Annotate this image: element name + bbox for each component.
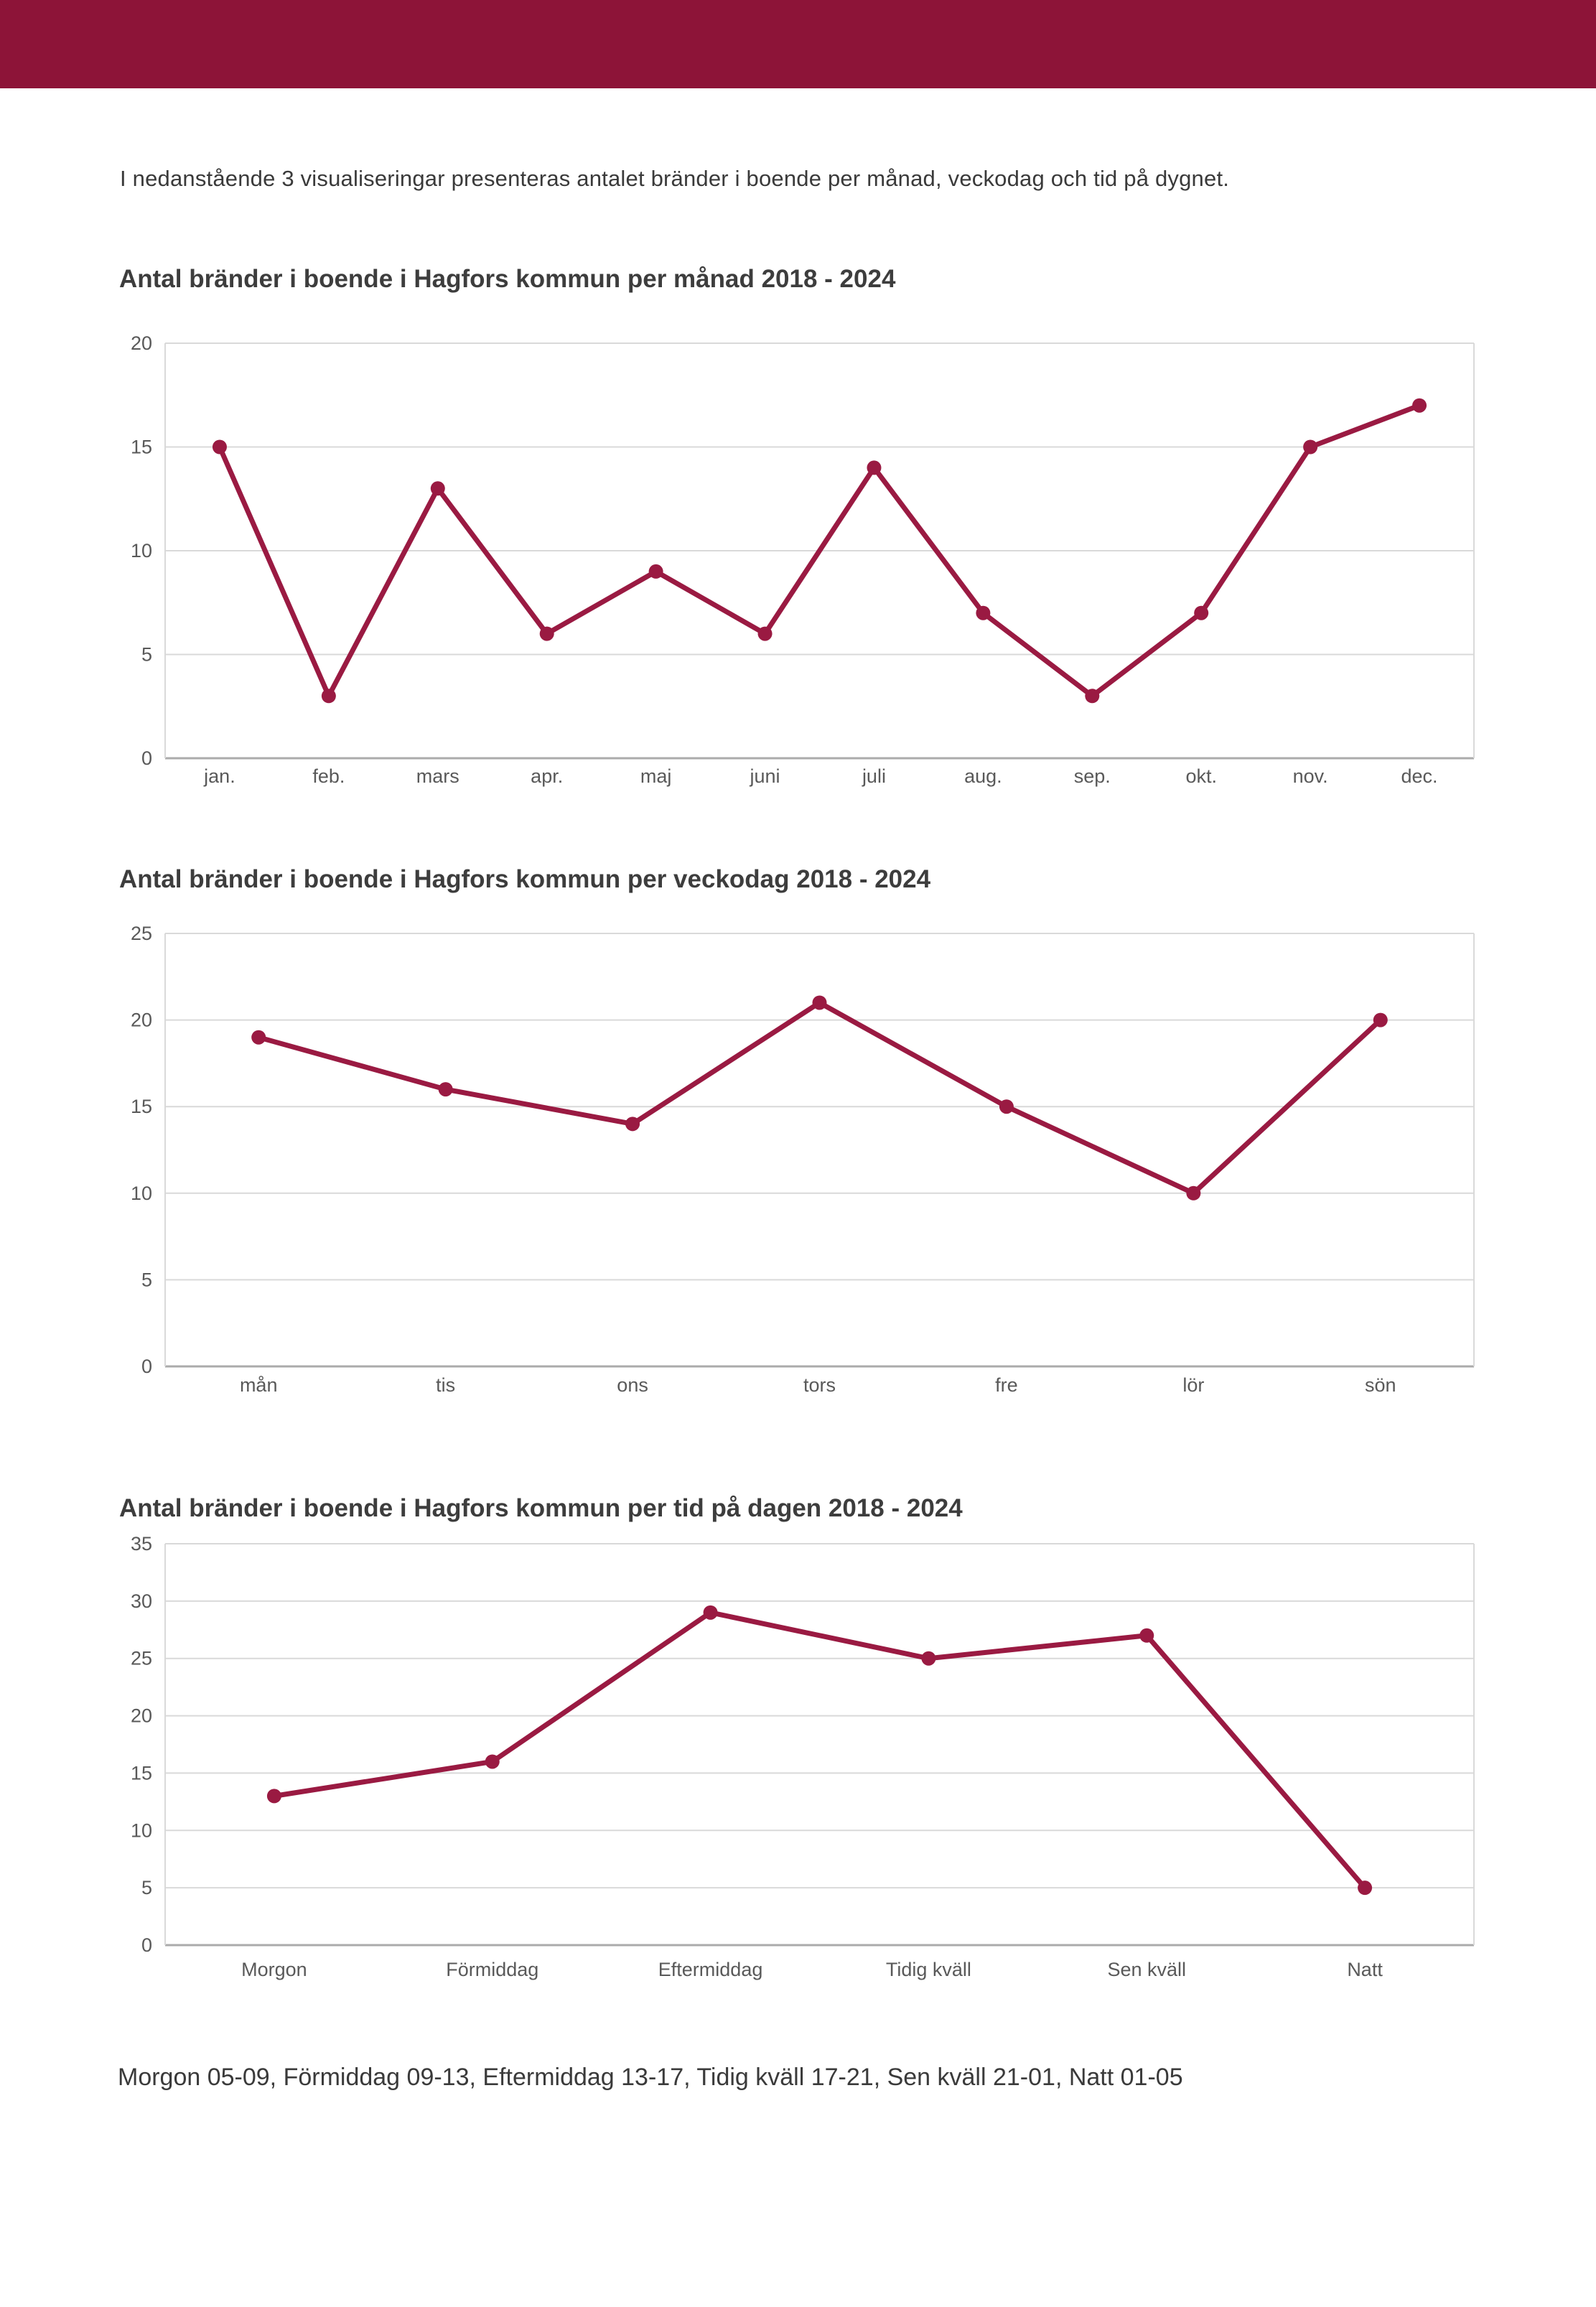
x-category-label: juli [862, 765, 886, 787]
y-tick-label: 35 [131, 1533, 152, 1555]
data-point-marker [1186, 1185, 1201, 1201]
x-category-label: Förmiddag [446, 1959, 538, 1980]
x-category-label: fre [995, 1374, 1018, 1396]
series-line [256, 999, 1383, 1196]
data-point-marker [266, 1789, 281, 1804]
x-category-label: Natt [1347, 1959, 1383, 1980]
y-tick-label: 0 [141, 1356, 152, 1377]
x-category-label: jan. [203, 765, 235, 787]
line-chart-per-veckodag: 0 5 10 15 20 25 mån tis ons tors fre lör sön [131, 923, 1475, 1396]
y-tick-label: 10 [131, 540, 152, 561]
intro-text: I nedanstående 3 visualiseringar present… [120, 166, 1230, 191]
y-tick-label: 10 [131, 1183, 152, 1204]
data-point-marker [757, 626, 773, 641]
x-category-label: okt. [1185, 765, 1217, 787]
data-point-marker [1085, 689, 1100, 704]
data-point-marker [1303, 439, 1318, 455]
x-category-label: Eftermiddag [658, 1959, 763, 1980]
x-category-label: aug. [964, 765, 1002, 787]
header-banner [0, 0, 1596, 88]
y-tick-label: 15 [131, 437, 152, 458]
y-tick-label: 15 [131, 1762, 152, 1784]
data-point-marker [999, 1099, 1014, 1114]
x-category-label: tors [803, 1374, 836, 1396]
data-point-marker [921, 1651, 936, 1666]
data-point-marker [812, 995, 827, 1010]
x-category-label: nov. [1293, 765, 1328, 787]
data-point-marker [976, 605, 991, 620]
y-tick-label: 20 [131, 1705, 152, 1727]
x-category-label: sön [1365, 1374, 1396, 1396]
series-line [271, 1610, 1368, 1891]
chart-title-per-manad: Antal bränder i boende i Hagfors kommun … [119, 265, 896, 294]
y-tick-label: 10 [131, 1819, 152, 1841]
data-point-marker [867, 460, 882, 475]
y-tick-label: 25 [131, 923, 152, 944]
series-line [217, 403, 1422, 699]
data-point-marker [485, 1754, 500, 1769]
y-tick-label: 5 [141, 1269, 152, 1290]
y-tick-label: 30 [131, 1590, 152, 1612]
x-category-label: Morgon [241, 1959, 307, 1980]
data-point-marker [438, 1082, 453, 1097]
chart-title-per-tid: Antal bränder i boende i Hagfors kommun … [119, 1494, 963, 1523]
time-intervals-legend: Morgon 05-09, Förmiddag 09-13, Eftermidd… [118, 2064, 1183, 2091]
x-category-label: mån [240, 1374, 278, 1396]
x-category-label: tis [436, 1374, 455, 1396]
data-point-marker [1139, 1628, 1154, 1643]
x-category-label: lör [1182, 1374, 1204, 1396]
y-tick-label: 15 [131, 1096, 152, 1117]
data-point-marker [212, 439, 227, 455]
data-point-marker [539, 626, 554, 641]
x-category-label: dec. [1401, 765, 1438, 787]
data-point-marker [1358, 1880, 1373, 1896]
x-category-label: feb. [312, 765, 345, 787]
x-category-label: juni [750, 765, 780, 787]
y-tick-label: 0 [141, 747, 152, 769]
chart-title-per-veckodag: Antal bränder i boende i Hagfors kommun … [119, 865, 931, 894]
y-tick-label: 20 [131, 332, 152, 354]
line-chart-per-tid: 0 5 10 15 20 25 30 35 Morgon Förmiddag Eftermiddag… [131, 1533, 1475, 1980]
x-category-label: mars [416, 765, 459, 787]
data-point-marker [703, 1605, 718, 1620]
data-point-marker [251, 1030, 266, 1045]
x-category-label: Tidig kväll [886, 1959, 971, 1980]
data-point-marker [1412, 398, 1427, 413]
x-category-label: Sen kväll [1107, 1959, 1186, 1980]
x-category-label: sep. [1074, 765, 1111, 787]
data-point-marker [1373, 1012, 1388, 1027]
data-point-marker [1194, 605, 1209, 620]
x-category-label: maj [640, 765, 672, 787]
data-point-marker [625, 1117, 640, 1132]
y-tick-label: 20 [131, 1010, 152, 1031]
data-point-marker [430, 481, 445, 496]
line-chart-per-manad: 0 5 10 15 20 jan. feb. mars apr. maj juni juli aug. s… [131, 332, 1475, 787]
y-tick-label: 5 [141, 1877, 152, 1898]
x-category-label: apr. [531, 765, 563, 787]
data-point-marker [648, 564, 663, 579]
y-tick-label: 25 [131, 1648, 152, 1669]
data-point-marker [321, 689, 336, 704]
y-tick-label: 0 [141, 1934, 152, 1956]
y-tick-label: 5 [141, 644, 152, 666]
x-category-label: ons [617, 1374, 648, 1396]
